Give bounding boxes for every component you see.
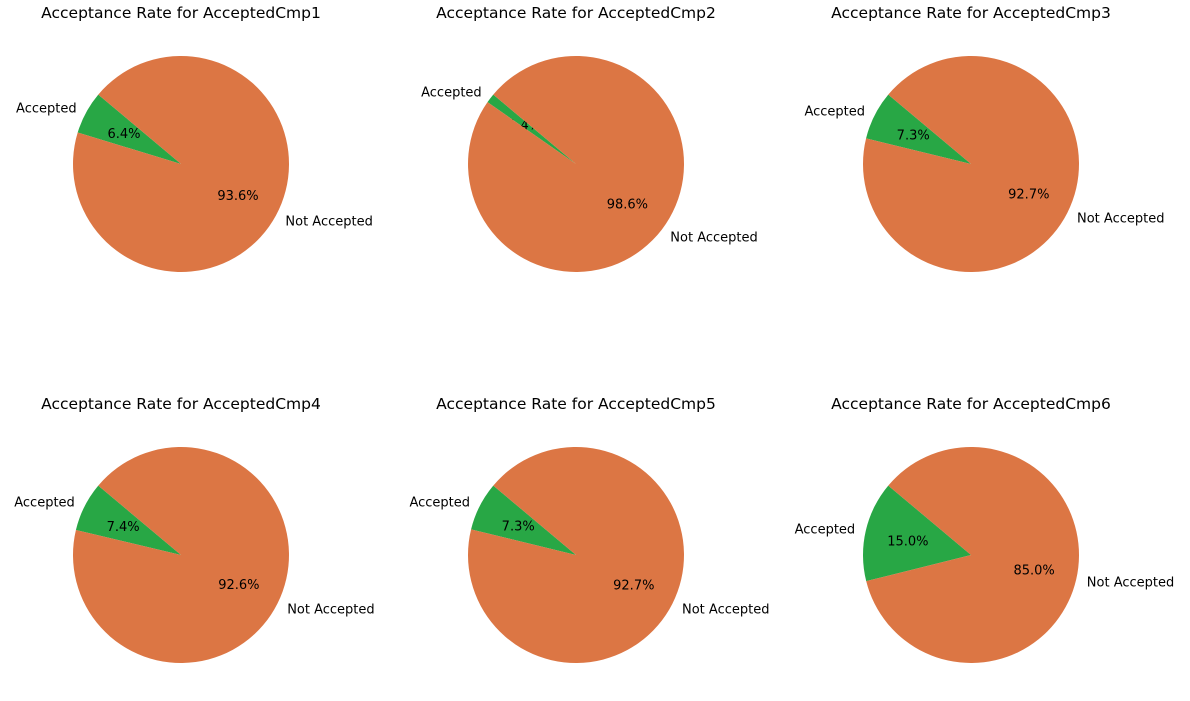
slice-not-accepted: [467, 447, 684, 664]
pct-accepted: 7.3%: [502, 520, 535, 535]
slice-not-accepted: [468, 55, 685, 272]
slice-accepted: [866, 94, 971, 164]
pct-accepted: 7.3%: [897, 129, 930, 144]
label-not-accepted: Not Accepted: [670, 230, 757, 245]
label-accepted: Accepted: [795, 522, 856, 537]
label-accepted: Accepted: [16, 101, 77, 116]
pct-not-accepted: 92.7%: [613, 578, 654, 593]
label-not-accepted: Not Accepted: [1087, 576, 1174, 591]
pct-accepted: 6.4%: [107, 127, 140, 142]
slice-accepted: [77, 94, 181, 164]
pct-not-accepted: 92.7%: [1008, 187, 1049, 202]
label-not-accepted: Not Accepted: [1077, 212, 1164, 227]
chart-title: Acceptance Rate for AcceptedCmp3: [831, 4, 1111, 22]
slice-not-accepted: [73, 55, 290, 272]
pct-not-accepted: 98.6%: [607, 197, 648, 212]
pct-accepted: 7.4%: [107, 520, 140, 535]
label-accepted: Accepted: [804, 104, 865, 119]
pie-chart-6: Acceptance Rate for AcceptedCmp6 Accepted…: [795, 395, 1174, 664]
chart-title: Acceptance Rate for AcceptedCmp2: [436, 4, 716, 22]
slice-accepted: [75, 485, 181, 555]
pct-not-accepted: 93.6%: [217, 189, 258, 204]
pie-chart-1: Acceptance Rate for AcceptedCmp1 Accepted…: [16, 4, 373, 272]
label-not-accepted: Not Accepted: [682, 603, 769, 618]
pie-chart-2: Acceptance Rate for AcceptedCmp2 Accepted…: [421, 4, 758, 272]
pie-chart-4: Acceptance Rate for AcceptedCmp4 Accepted…: [14, 395, 375, 664]
label-not-accepted: Not Accepted: [287, 602, 374, 617]
label-accepted: Accepted: [14, 496, 75, 511]
pct-not-accepted: 85.0%: [1013, 564, 1054, 579]
slice-accepted: [471, 485, 576, 555]
slice-accepted: [863, 485, 971, 582]
chart-title: Acceptance Rate for AcceptedCmp4: [41, 395, 321, 413]
slice-not-accepted: [72, 447, 289, 664]
pct-accepted: 15.0%: [887, 534, 928, 549]
chart-title: Acceptance Rate for AcceptedCmp1: [41, 4, 321, 22]
pct-not-accepted: 92.6%: [218, 578, 259, 593]
slice-not-accepted: [862, 56, 1079, 273]
chart-title: Acceptance Rate for AcceptedCmp5: [436, 395, 716, 413]
slice-accepted: [487, 94, 576, 164]
label-not-accepted: Not Accepted: [285, 215, 372, 230]
label-accepted: Accepted: [421, 86, 482, 101]
pie-chart-5: Acceptance Rate for AcceptedCmp5 Accepted…: [409, 395, 769, 664]
pie-chart-3: Acceptance Rate for AcceptedCmp3 Accepted…: [804, 4, 1164, 273]
label-accepted: Accepted: [409, 495, 470, 510]
slice-not-accepted: [866, 447, 1080, 664]
chart-title: Acceptance Rate for AcceptedCmp6: [831, 395, 1111, 413]
